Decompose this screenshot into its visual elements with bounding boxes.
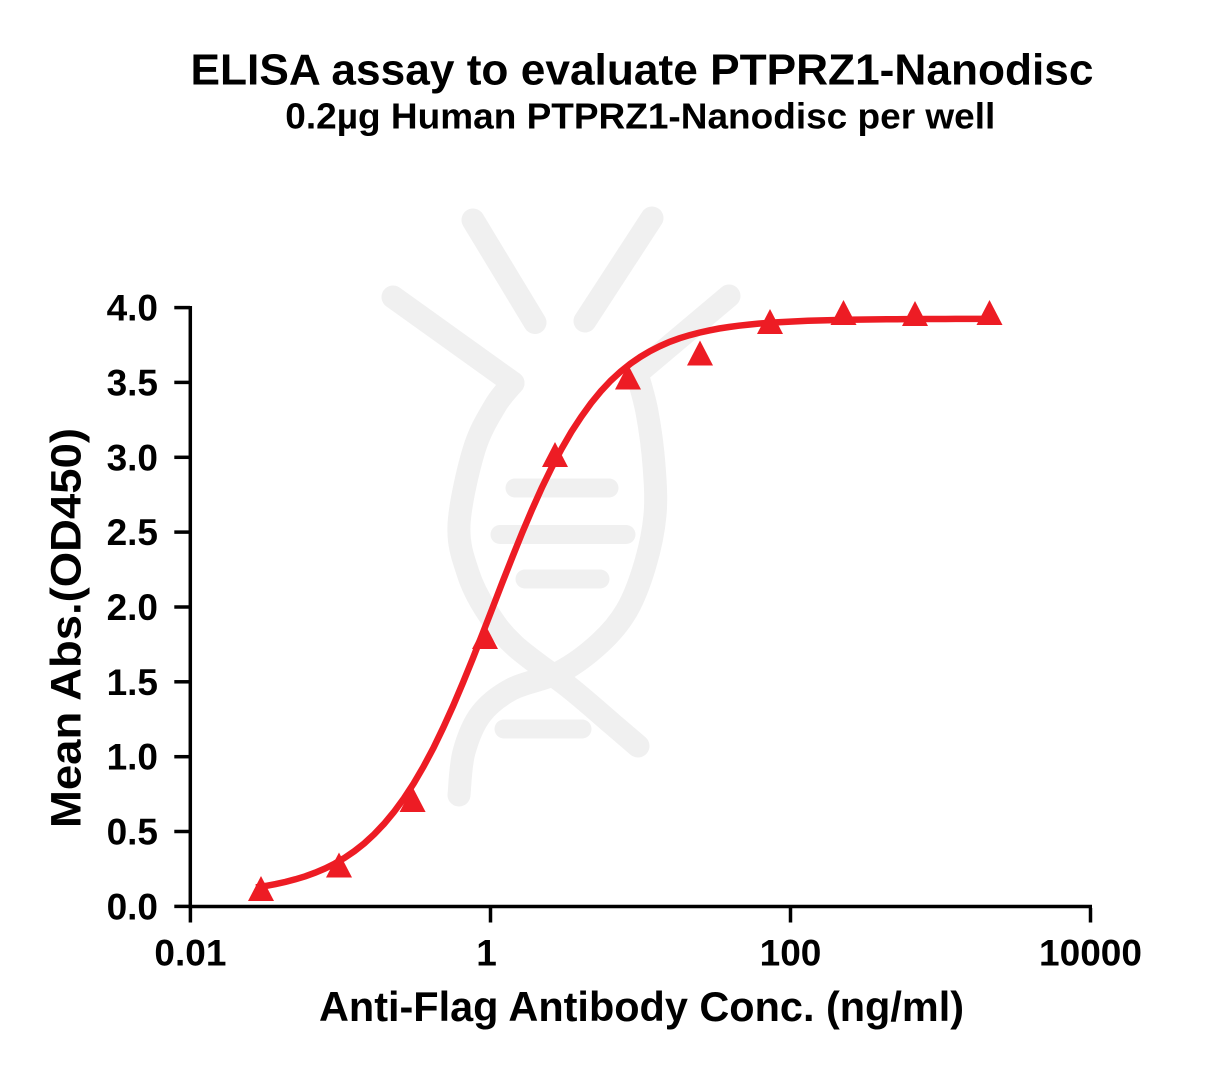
svg-text:10000: 10000 xyxy=(1039,933,1142,974)
svg-text:0.2µg Human PTPRZ1-Nanodisc pe: 0.2µg Human PTPRZ1-Nanodisc per well xyxy=(285,95,995,136)
svg-text:0.0: 0.0 xyxy=(107,886,158,927)
svg-text:2.5: 2.5 xyxy=(107,512,158,553)
svg-text:3.5: 3.5 xyxy=(107,362,158,403)
svg-text:Mean Abs.(OD450): Mean Abs.(OD450) xyxy=(44,428,91,828)
svg-text:1.0: 1.0 xyxy=(107,737,158,778)
svg-text:1: 1 xyxy=(476,933,497,974)
svg-text:4.0: 4.0 xyxy=(107,288,158,329)
svg-text:1.5: 1.5 xyxy=(107,662,158,703)
svg-text:0.5: 0.5 xyxy=(107,812,158,853)
svg-text:100: 100 xyxy=(760,933,822,974)
svg-text:2.0: 2.0 xyxy=(107,587,158,628)
svg-text:0.01: 0.01 xyxy=(154,933,226,974)
svg-text:ELISA assay to evaluate PTPRZ1: ELISA assay to evaluate PTPRZ1-Nanodisc xyxy=(191,46,1094,95)
svg-text:3.0: 3.0 xyxy=(107,437,158,478)
svg-text:Anti-Flag Antibody Conc. (ng/m: Anti-Flag Antibody Conc. (ng/ml) xyxy=(319,983,964,1030)
